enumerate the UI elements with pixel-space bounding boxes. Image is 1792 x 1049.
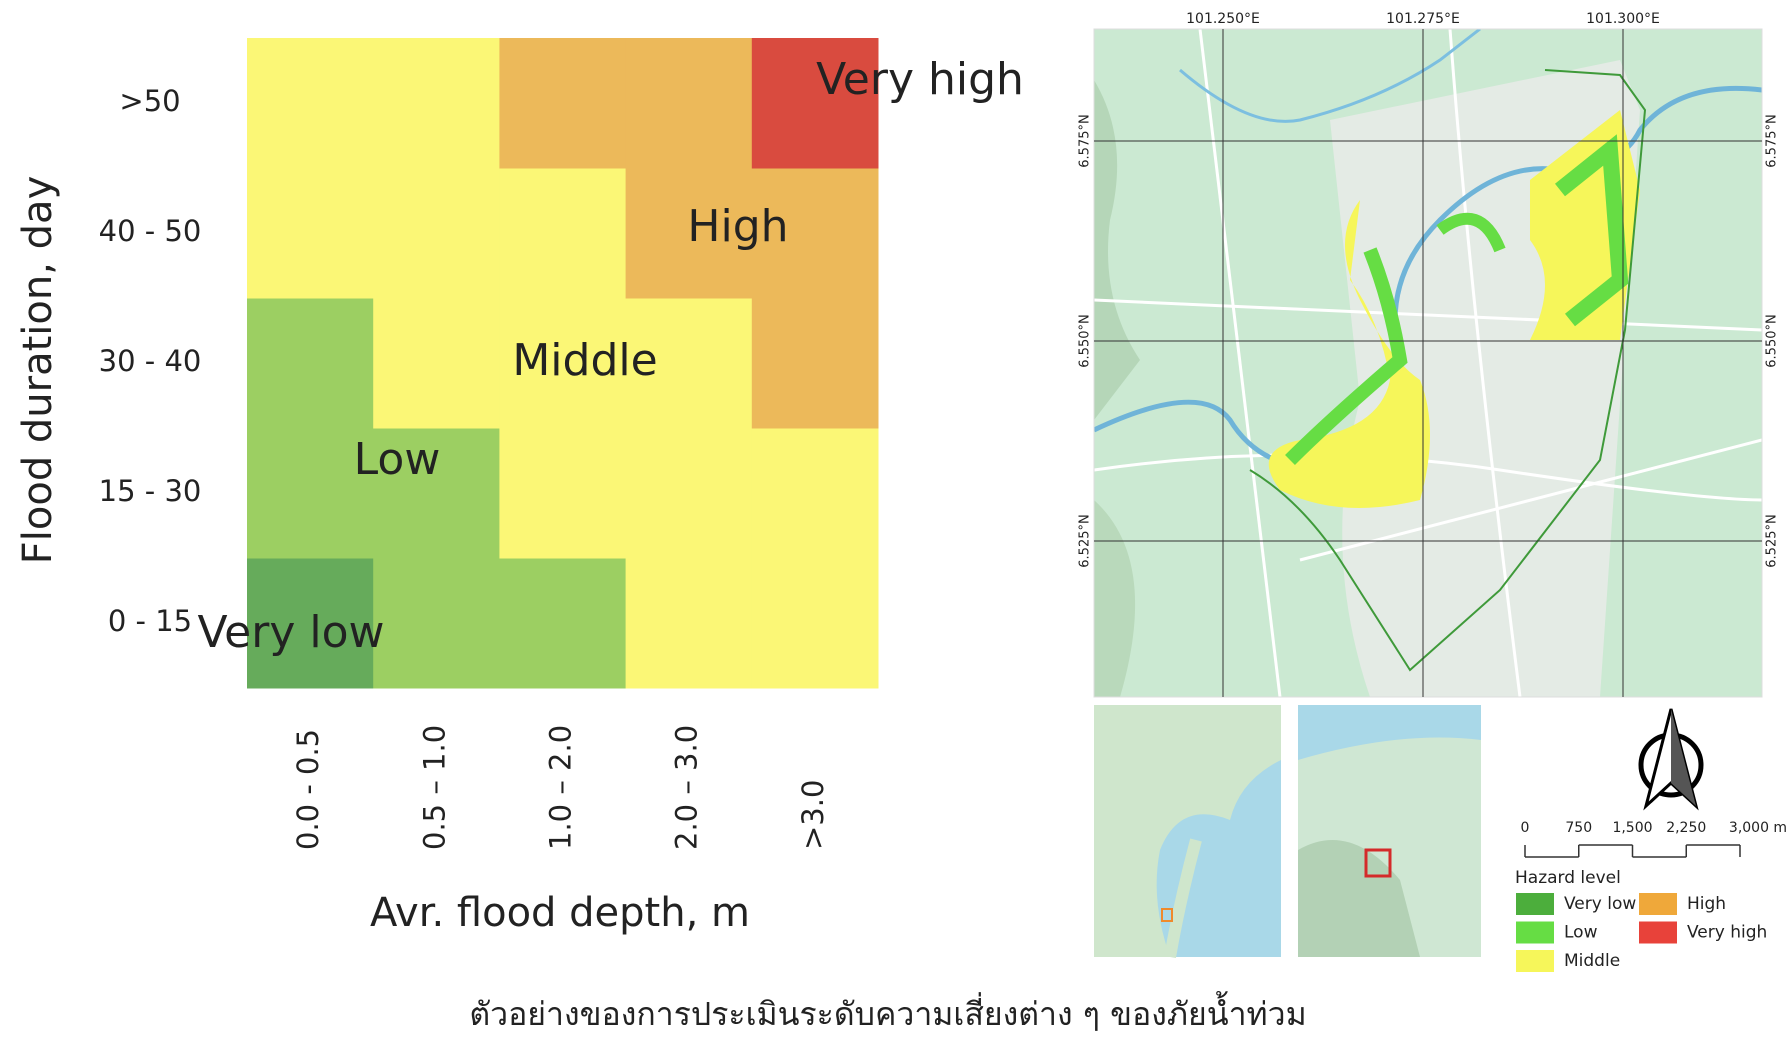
level-label: Low	[354, 434, 441, 485]
legend-label: Middle	[1564, 951, 1620, 971]
heatmap-cell	[751, 428, 879, 559]
x-tick-label: 0.5 – 1.0	[417, 725, 451, 850]
heatmap-cell	[625, 558, 753, 689]
heatmap-cell	[373, 428, 500, 559]
heatmap-cell	[499, 298, 627, 429]
heatmap-cell	[625, 298, 753, 429]
lon-label: 101.250°E	[1186, 11, 1260, 27]
lat-label: 6.575°N	[1078, 114, 1093, 167]
legend-swatch	[1639, 893, 1677, 915]
lat-label: 6.550°N	[1765, 314, 1780, 367]
legend-swatch	[1639, 921, 1677, 944]
legend-swatch	[1516, 921, 1554, 944]
heatmap-cell	[247, 298, 374, 429]
north-arrow	[1638, 708, 1704, 811]
y-tick-label: 0 - 15	[108, 604, 192, 638]
scale-label: 0	[1521, 820, 1530, 836]
legend-label: Very low	[1564, 894, 1636, 914]
x-axis-title: Avr. flood depth, m	[370, 890, 750, 936]
lon-label: 101.275°E	[1386, 11, 1460, 27]
heatmap-cell	[499, 428, 627, 559]
caption: ตัวอย่างของการประเมินระดับความเสี่ยงต่าง…	[469, 991, 1306, 1033]
scale-label: 2,250	[1666, 820, 1706, 836]
level-label: Middle	[512, 335, 657, 386]
scale-label: 3,000 m	[1729, 820, 1787, 836]
heatmap-cell	[247, 558, 374, 689]
heatmap-cell	[247, 38, 374, 169]
heatmap-cell	[499, 558, 627, 689]
y-tick-label: 15 - 30	[99, 474, 202, 508]
heatmap-cell	[751, 298, 879, 429]
heatmap-cell	[247, 168, 374, 299]
map	[1094, 29, 1762, 697]
y-axis-title: Flood duration, day	[15, 176, 61, 565]
lat-label: 6.575°N	[1765, 114, 1780, 167]
inset-region	[1094, 705, 1281, 959]
level-label: Very low	[198, 607, 385, 658]
legend-label: High	[1687, 894, 1726, 914]
inset-province	[1298, 705, 1481, 957]
heatmap-cell	[625, 38, 753, 169]
heatmap-cell	[751, 168, 879, 299]
map-frame	[1093, 28, 1763, 698]
heatmap-cell	[373, 168, 500, 299]
heatmap-cell	[373, 298, 500, 429]
heatmap-cell	[625, 168, 753, 299]
y-tick-label: >50	[119, 84, 180, 118]
heatmap-cell	[499, 38, 627, 169]
heatmap-cell	[373, 558, 500, 689]
heatmap-cell	[499, 168, 627, 299]
lon-label: 101.300°E	[1586, 11, 1660, 27]
x-tick-label: >3.0	[796, 780, 830, 850]
legend-label: Very high	[1687, 923, 1767, 943]
heatmap-cell	[373, 38, 500, 169]
legend-label: Low	[1564, 923, 1598, 943]
lat-label: 6.525°N	[1078, 514, 1093, 567]
x-tick-label: 0.0 - 0.5	[291, 729, 325, 850]
heatmap-cell	[247, 428, 374, 559]
scale-label: 1,500	[1612, 820, 1652, 836]
x-tick-label: 2.0 – 3.0	[670, 725, 704, 850]
legend-swatch	[1516, 950, 1554, 972]
heatmap-cell	[751, 38, 879, 169]
heatmap-cell	[751, 558, 879, 689]
scale-label: 750	[1565, 820, 1592, 836]
legend-title: Hazard level	[1515, 868, 1621, 888]
lat-label: 6.550°N	[1078, 314, 1093, 367]
level-label: High	[687, 201, 788, 252]
y-tick-label: 40 - 50	[99, 214, 202, 248]
heatmap-cell	[625, 428, 753, 559]
lat-label: 6.525°N	[1765, 514, 1780, 567]
legend-swatch	[1516, 893, 1554, 915]
y-tick-label: 30 - 40	[99, 344, 202, 378]
x-tick-label: 1.0 – 2.0	[544, 725, 578, 850]
level-label: Very high	[816, 54, 1024, 105]
